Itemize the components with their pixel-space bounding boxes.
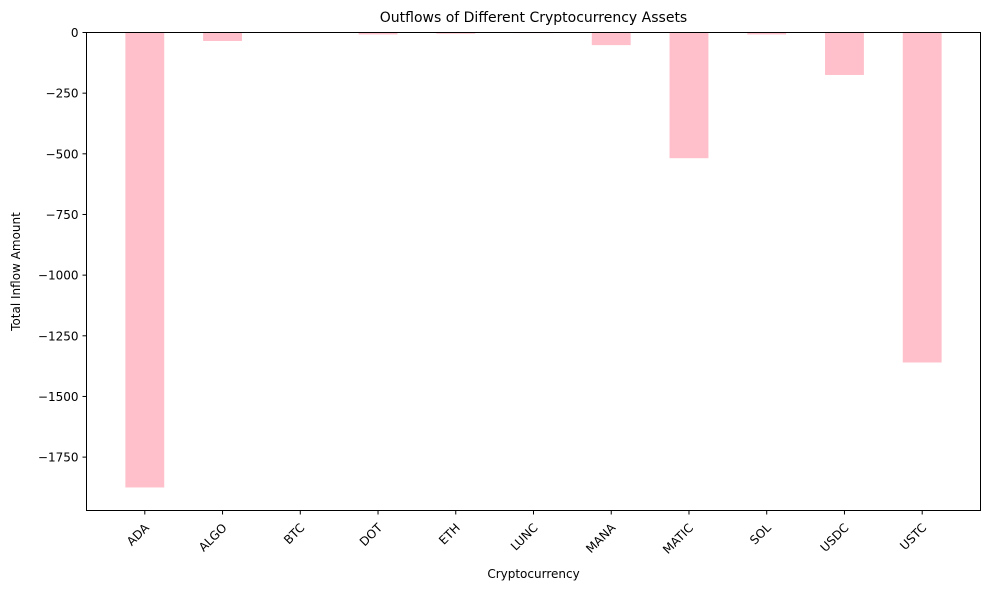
y-tick-label: −1000: [38, 269, 79, 283]
y-axis-label: Total Inflow Amount: [9, 212, 23, 332]
bar-usdc: [825, 32, 864, 75]
bar-dot: [358, 32, 398, 35]
bar-sol: [747, 32, 787, 35]
bar-algo: [203, 32, 242, 41]
y-tick-label: −1250: [38, 329, 79, 343]
y-tick-label: −250: [46, 87, 79, 101]
bar-ustc: [902, 32, 942, 363]
bars-group: [125, 32, 942, 488]
bar-eth: [436, 32, 476, 34]
y-tick-label: 0: [71, 26, 79, 40]
x-axis-label: Cryptocurrency: [487, 567, 579, 581]
chart-title: Outflows of Different Cryptocurrency Ass…: [380, 10, 687, 26]
bar-matic: [669, 32, 709, 159]
plot-frame: [86, 32, 981, 511]
y-tick-label: −750: [46, 208, 79, 222]
bar-mana: [591, 32, 631, 46]
y-tick-label: −1500: [38, 390, 79, 404]
bar-ada: [125, 32, 165, 488]
y-axis-ticks: 0 −250 −500 −750 −1000 −1250 −1500 −1750: [38, 26, 87, 465]
y-tick-label: −1750: [38, 451, 79, 465]
y-tick-label: −500: [46, 147, 79, 161]
